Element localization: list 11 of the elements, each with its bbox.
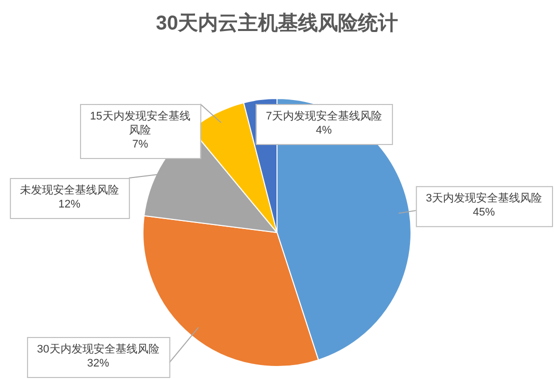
slice-label: 未发现安全基线风险 bbox=[20, 184, 119, 197]
slice-label: 15天内发现安全基线风险 bbox=[90, 110, 190, 137]
data-label: 12% bbox=[58, 198, 81, 211]
data-label: 7% bbox=[132, 138, 148, 151]
slice-label: 3天内发现安全基线风险 bbox=[426, 192, 542, 205]
data-label: 45% bbox=[472, 206, 496, 219]
data-label: 32% bbox=[87, 358, 110, 370]
chart-title: 30天内云主机基线风险统计 bbox=[156, 12, 398, 35]
slice-label: 30天内发现安全基线风险 bbox=[37, 342, 160, 356]
slice-label: 7天内发现安全基线风险 bbox=[266, 110, 382, 123]
data-label: 4% bbox=[316, 124, 332, 137]
